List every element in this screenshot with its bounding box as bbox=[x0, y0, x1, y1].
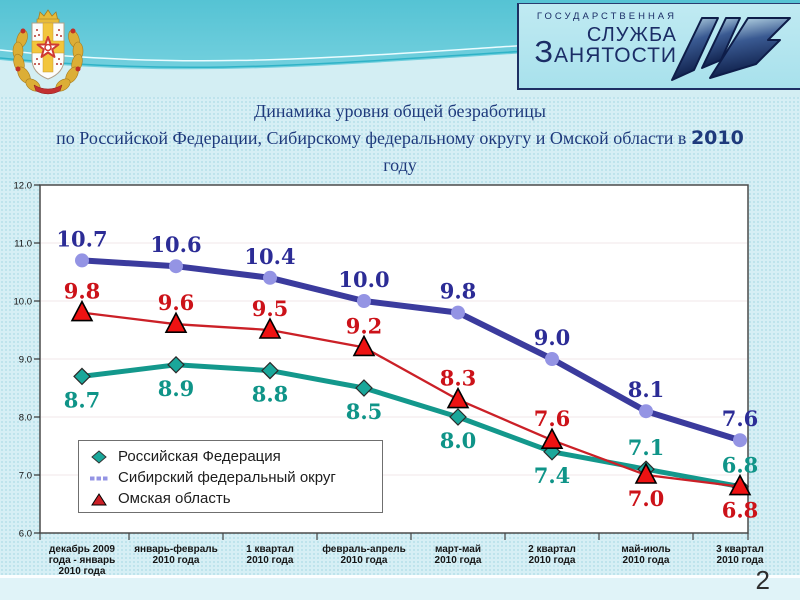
data-label: 7.1 bbox=[628, 435, 665, 460]
legend-label: Российская Федерация bbox=[118, 448, 281, 465]
data-label: 8.9 bbox=[158, 376, 195, 401]
title-line-3: году bbox=[383, 155, 417, 175]
logo-line-2: СЛУЖБА bbox=[586, 23, 677, 46]
x-axis: декабрь 2009 года - январь 2010 года январь… bbox=[39, 533, 764, 577]
series-siberian-federal-district bbox=[75, 253, 747, 448]
slide-title: Динамика уровня общей безработицы по Рос… bbox=[0, 98, 800, 179]
legend-marker-circle-icon bbox=[90, 476, 108, 480]
data-label: 8.3 bbox=[440, 366, 477, 391]
data-label: 9.5 bbox=[252, 296, 289, 321]
svg-text:7.0: 7.0 bbox=[19, 471, 32, 482]
x-axis-label: декабрь 2009 года - январь 2010 года bbox=[49, 543, 116, 577]
title-line-1: Динамика уровня общей безработицы bbox=[254, 101, 546, 121]
data-label: 8.1 bbox=[628, 377, 665, 402]
legend-item: Российская Федерация bbox=[89, 446, 382, 467]
data-label: 10.6 bbox=[150, 232, 201, 257]
data-label: 8.7 bbox=[64, 387, 101, 412]
legend-marker-triangle-icon bbox=[91, 492, 107, 505]
x-axis-label: май-июль 2010 года bbox=[621, 544, 670, 566]
svg-text:10.0: 10.0 bbox=[14, 297, 33, 308]
series-russian-federation-labels: 8.7 8.9 8.8 8.5 8.0 7.4 7.1 6.8 bbox=[64, 376, 759, 488]
data-label: 7.6 bbox=[722, 406, 759, 431]
legend-label: Сибирский федеральный округ bbox=[118, 469, 336, 486]
series-omsk-region bbox=[70, 299, 752, 496]
data-label: 9.8 bbox=[440, 279, 477, 304]
series-omsk-region-labels: 9.8 9.6 9.5 9.2 8.3 7.6 7.0 6.8 bbox=[64, 279, 759, 523]
y-axis: 6.0 7.0 8.0 9.0 10.0 11.0 12.0 bbox=[14, 181, 40, 540]
logo-line-3: ЗАНЯТОСТИ bbox=[534, 33, 677, 69]
employment-service-logo-icon bbox=[671, 17, 791, 81]
data-label: 7.4 bbox=[534, 463, 571, 488]
data-label: 10.7 bbox=[56, 226, 107, 251]
data-label: 6.8 bbox=[722, 453, 759, 478]
title-year-bold: 2010 bbox=[690, 127, 744, 149]
legend-item: Сибирский федеральный округ bbox=[89, 467, 382, 488]
data-label: 9.0 bbox=[534, 325, 571, 350]
x-axis-label: 3 квартал 2010 года bbox=[716, 544, 764, 566]
legend-marker-diamond-icon bbox=[91, 449, 107, 464]
data-label: 7.0 bbox=[628, 486, 665, 511]
logo-line-1: ГОСУДАРСТВЕННАЯ bbox=[536, 11, 677, 22]
unemployment-line-chart: 6.0 7.0 8.0 9.0 10.0 11.0 12.0 декабрь 2009 года… bbox=[14, 181, 764, 578]
svg-text:8.0: 8.0 bbox=[19, 413, 32, 424]
data-label: 10.4 bbox=[244, 244, 295, 269]
x-axis-label: март-май 2010 года bbox=[435, 544, 482, 566]
data-label: 8.8 bbox=[252, 382, 289, 407]
legend-item: Омская область bbox=[89, 488, 382, 509]
x-axis-label: февраль-апрель 2010 года bbox=[322, 543, 406, 566]
employment-service-logo-text: ГОСУДАРСТВЕННАЯ СЛУЖБА ЗАНЯТОСТИ bbox=[519, 12, 677, 67]
x-axis-label: 2 квартал 2010 года bbox=[528, 544, 576, 566]
chart-legend: Российская Федерация Сибирский федеральны… bbox=[78, 440, 383, 513]
x-axis-label: 1 квартал 2010 года bbox=[246, 544, 294, 566]
data-label: 7.6 bbox=[534, 406, 571, 431]
legend-label: Омская область bbox=[118, 490, 231, 507]
chart-region: 6.0 7.0 8.0 9.0 10.0 11.0 12.0 декабрь 2009 года… bbox=[0, 178, 800, 592]
x-axis-label: январь-февраль 2010 года bbox=[134, 543, 218, 566]
svg-text:12.0: 12.0 bbox=[14, 181, 33, 192]
bottom-band bbox=[0, 578, 800, 600]
page-number: 2 bbox=[755, 565, 770, 595]
data-label: 10.0 bbox=[338, 267, 389, 292]
data-label: 9.8 bbox=[64, 279, 101, 304]
title-line-2: по Российской Федерации, Сибирскому феде… bbox=[56, 127, 744, 149]
omsk-coat-of-arms-icon bbox=[12, 9, 84, 95]
data-label: 8.0 bbox=[440, 428, 477, 453]
employment-service-logo: ГОСУДАРСТВЕННАЯ СЛУЖБА ЗАНЯТОСТИ bbox=[517, 3, 800, 90]
bottom-divider bbox=[0, 575, 800, 578]
data-label: 6.8 bbox=[722, 498, 759, 523]
svg-text:6.0: 6.0 bbox=[19, 529, 32, 540]
data-label: 9.2 bbox=[346, 313, 383, 338]
series-siberian-federal-district-labels: 10.7 10.6 10.4 10.0 9.8 9.0 8.1 7.6 bbox=[56, 226, 758, 431]
data-label: 8.5 bbox=[346, 399, 383, 424]
svg-text:11.0: 11.0 bbox=[14, 239, 32, 250]
data-label: 9.6 bbox=[158, 290, 195, 315]
svg-text:9.0: 9.0 bbox=[19, 355, 32, 366]
